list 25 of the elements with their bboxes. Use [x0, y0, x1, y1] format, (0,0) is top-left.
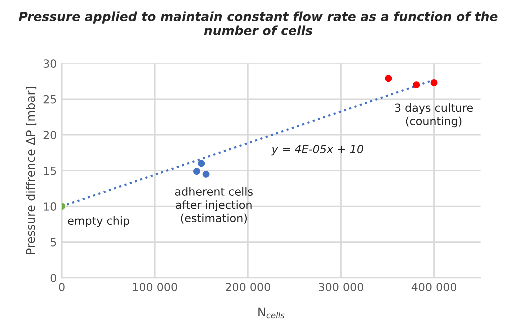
annotation: adherent cells after injection (estimation) — [175, 187, 253, 224]
y-tick-label: 30 — [44, 60, 56, 68]
chart-title: Pressure applied to maintain constant flow rate as a function of the number of cells — [19, 12, 498, 36]
x-tick-label: 400 000 — [412, 283, 457, 292]
point — [413, 82, 420, 89]
annotation: empty chip — [68, 216, 130, 228]
annotation: 3 days culture (counting) — [395, 104, 474, 128]
annotation: y = 4E-05x + 10 — [271, 145, 364, 156]
y-axis-title: Pressure diffrence ΔP [mbar] — [26, 87, 37, 254]
x-tick-label: 100 000 — [133, 283, 178, 292]
x-tick-label: 200 000 — [226, 283, 270, 292]
y-tick-label: 0 — [50, 274, 56, 282]
point — [198, 160, 206, 168]
point — [385, 75, 392, 82]
x-axis-title: N$_{cells}$ — [258, 308, 285, 319]
point — [202, 170, 210, 178]
x-tick-label: 0 — [59, 283, 65, 292]
y-tick-label: 10 — [44, 202, 56, 211]
y-tick-label: 15 — [44, 166, 56, 176]
point — [430, 79, 438, 86]
y-tick-label: 20 — [44, 131, 56, 140]
point — [194, 168, 200, 176]
y-tick-label: 5 — [50, 238, 56, 247]
x-tick-label: 300 000 — [319, 283, 364, 292]
y-tick-label: 25 — [44, 95, 56, 104]
